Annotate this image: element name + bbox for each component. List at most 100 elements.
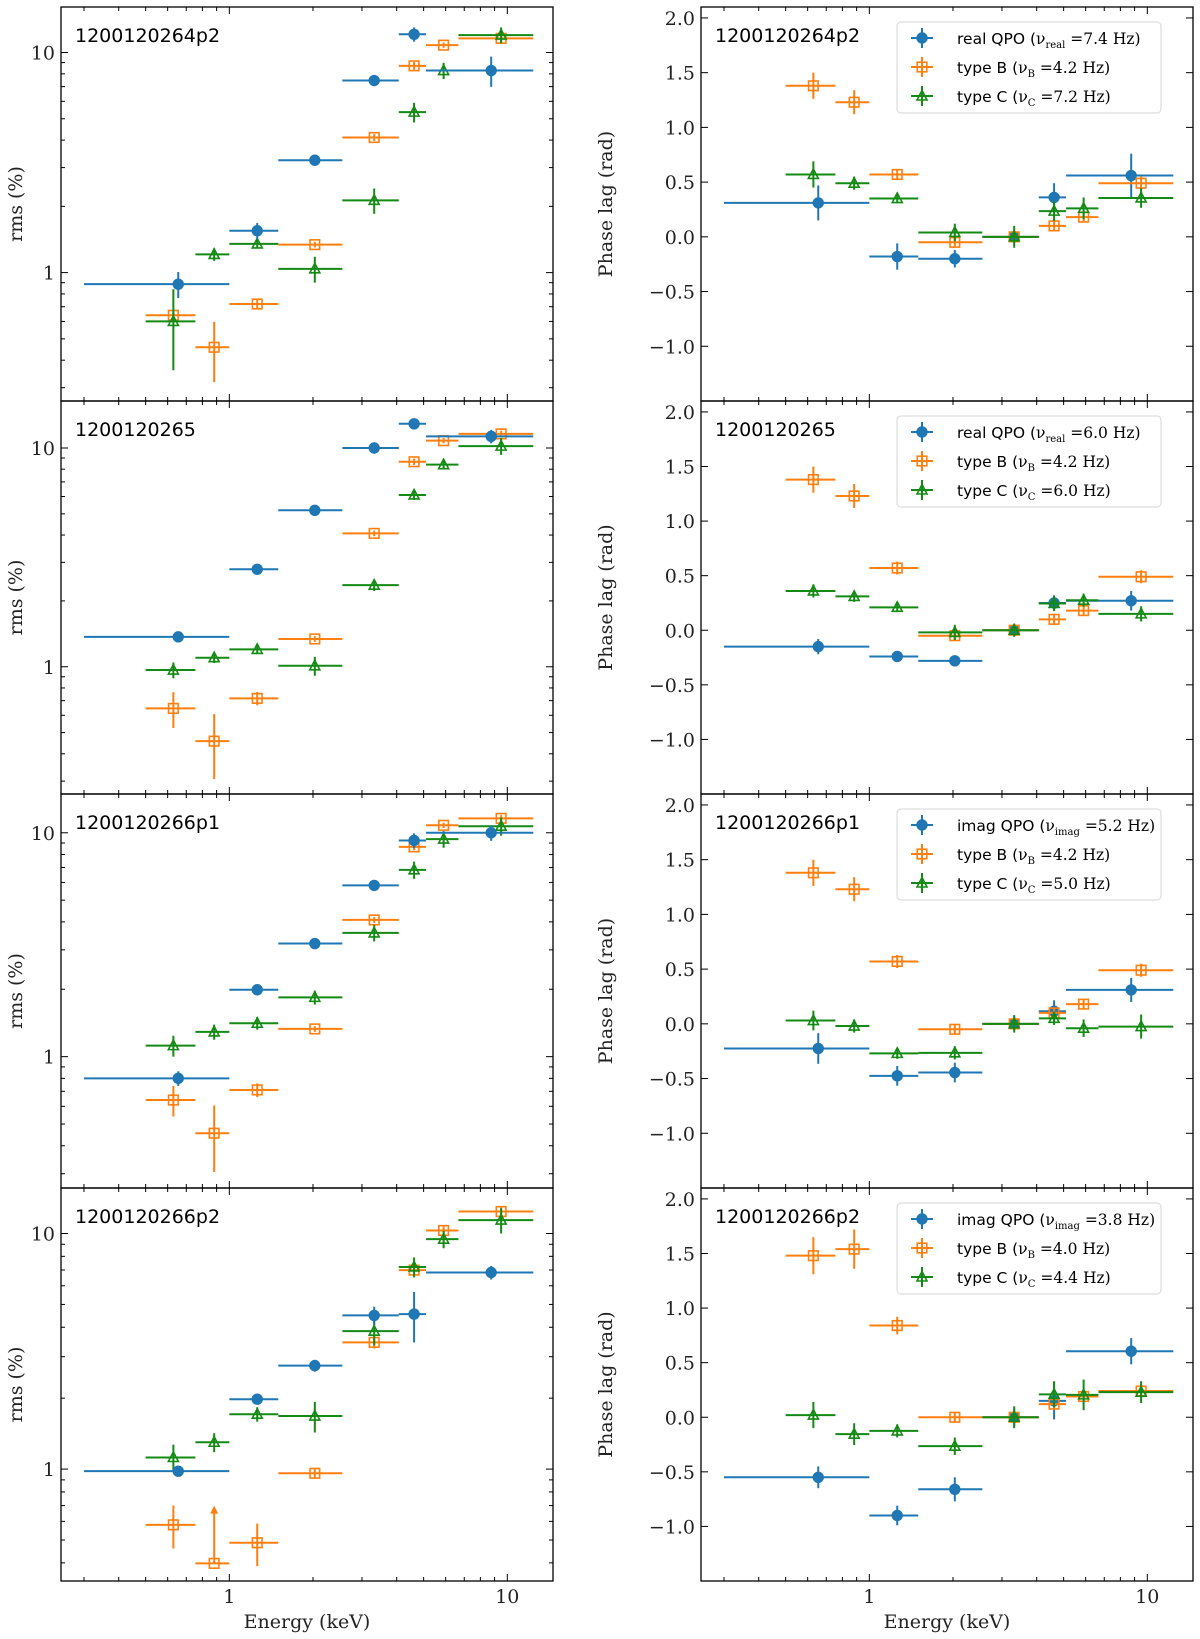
series-type-c	[785, 583, 1174, 641]
legend-nu-symbol: ν	[1018, 1240, 1027, 1258]
panel-label: 1200120266p1	[715, 812, 860, 834]
data-point	[83, 272, 230, 299]
data-point	[869, 1065, 919, 1086]
legend-subscript: imag	[1055, 1221, 1081, 1232]
data-point	[229, 1393, 279, 1405]
legend-square-marker	[916, 455, 928, 467]
data-point	[1098, 606, 1174, 622]
series-imag-qpo	[83, 1265, 534, 1477]
panel-label: 1200120264p2	[75, 25, 220, 47]
series-imag-qpo	[83, 825, 534, 1086]
data-point	[982, 623, 1039, 637]
data-point	[342, 925, 399, 942]
triangle-marker	[890, 600, 904, 613]
y-axis-label: Phase lag (rad)	[595, 918, 617, 1064]
square-marker	[1048, 220, 1060, 232]
circle-marker	[1125, 1345, 1137, 1357]
y-tick-label: 1	[43, 1459, 55, 1481]
circle-marker	[812, 1471, 824, 1483]
series-type-c	[145, 438, 534, 679]
circle-marker	[408, 28, 420, 40]
legend-frame	[896, 1202, 1162, 1295]
square-marker	[949, 1411, 961, 1423]
data-point	[342, 188, 399, 214]
circle-marker	[251, 1393, 263, 1405]
y-axis-label: rms (%)	[5, 560, 27, 636]
triangle-marker	[807, 1013, 820, 1026]
y-tick-label: 10	[31, 43, 55, 65]
legend-nu-symbol: ν	[1045, 1211, 1054, 1229]
triangle-marker	[1134, 1019, 1148, 1032]
data-point	[195, 1105, 230, 1173]
data-point	[342, 914, 399, 926]
data-point	[869, 561, 919, 575]
data-point	[1038, 1011, 1067, 1025]
data-point	[835, 877, 870, 902]
data-point	[145, 692, 196, 728]
legend-nu-symbol: ν	[1018, 453, 1027, 471]
data-point	[426, 1265, 534, 1280]
data-point	[278, 239, 343, 251]
legend-entry: real QPO (νreal =7.4 Hz)	[911, 28, 1141, 51]
circle-marker	[408, 834, 420, 847]
data-point	[835, 175, 870, 190]
legend-label: type C (νC =4.4 Hz)	[957, 1269, 1111, 1290]
data-point	[982, 1015, 1039, 1033]
data-point	[398, 1291, 427, 1343]
data-point	[278, 656, 343, 676]
legend-label-value: =7.2 Hz)	[1035, 88, 1110, 106]
data-point	[195, 1505, 230, 1569]
triangle-marker	[407, 862, 421, 875]
lag-panel-2: 2.0 1.5 1.0 0.5 0.0 −0.5 −1.0 Phase lag (rad) 12…	[595, 400, 1194, 795]
data-point	[723, 638, 870, 655]
legend-subscript: B	[1028, 69, 1035, 80]
y-tick-label: −0.5	[649, 282, 695, 304]
square-marker	[848, 1243, 860, 1255]
circle-marker	[485, 1266, 497, 1279]
data-point	[1098, 963, 1174, 977]
data-point	[278, 1359, 343, 1372]
legend-label: type C (νC =7.2 Hz)	[957, 88, 1111, 109]
data-point	[229, 642, 279, 655]
data-point	[342, 74, 399, 87]
triangle-marker	[367, 193, 381, 206]
triangle-marker	[367, 1323, 381, 1336]
rms-panel-1: 1 10 rms (%) 1200120264p2	[5, 6, 554, 402]
legend-label: real QPO (νreal =6.0 Hz)	[957, 424, 1141, 445]
triangle-marker	[890, 1046, 904, 1059]
data-point	[195, 714, 230, 779]
legend-circle-marker	[916, 32, 928, 44]
triangle-marker	[1047, 1387, 1061, 1400]
series-real-qpo	[723, 153, 1174, 270]
legend-subscript: B	[1028, 856, 1035, 867]
circle-marker	[172, 1465, 184, 1477]
data-point	[229, 563, 279, 575]
data-point	[278, 1023, 343, 1035]
square-marker	[807, 473, 819, 486]
series-type-b	[145, 32, 534, 383]
circle-marker	[172, 1072, 184, 1085]
data-point	[278, 990, 343, 1005]
square-marker	[891, 1319, 903, 1332]
data-point	[458, 812, 534, 824]
square-marker	[1048, 613, 1060, 625]
x-tick-label: 10	[495, 1586, 519, 1608]
data-point	[918, 1477, 983, 1502]
legend-label-prefix: type C (	[957, 875, 1018, 893]
series-real-qpo	[723, 590, 1174, 667]
triangle-marker	[807, 167, 820, 180]
legend-label: type B (νB =4.2 Hz)	[957, 453, 1110, 474]
data-point	[918, 249, 983, 268]
legend-label-value: =5.2 Hz)	[1080, 817, 1155, 835]
data-point	[145, 1085, 196, 1117]
legend-label-prefix: type B (	[957, 59, 1018, 77]
panel-label: 1200120265	[715, 419, 836, 441]
square-marker	[251, 1537, 263, 1549]
y-tick-label: 0.5	[665, 959, 695, 981]
data-point	[83, 1465, 230, 1477]
legend-subscript: real	[1045, 434, 1065, 445]
legend-label-prefix: type B (	[957, 1240, 1018, 1258]
square-marker	[167, 702, 179, 715]
triangle-marker	[1007, 229, 1021, 242]
square-marker	[408, 456, 420, 468]
